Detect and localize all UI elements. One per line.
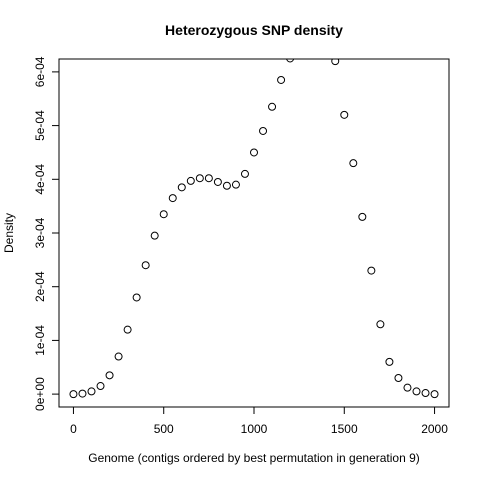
point (69, 390, 78, 399)
point (259, 126, 268, 135)
y-tick-label: 1e-04 (33, 325, 47, 356)
point (250, 148, 258, 157)
point (150, 231, 159, 240)
point (349, 159, 358, 168)
x-tick-label: 500 (154, 422, 174, 436)
point (421, 389, 430, 398)
y-tick-label: 0e+00 (33, 377, 47, 411)
point (132, 293, 141, 302)
point (213, 177, 222, 186)
point (186, 176, 195, 185)
point (286, 59, 295, 63)
point (105, 371, 114, 380)
x-tick-label: 2000 (421, 422, 448, 436)
point (367, 266, 376, 275)
point (340, 110, 349, 119)
points (69, 59, 439, 399)
point (403, 383, 412, 392)
x-tick-label: 1500 (331, 422, 358, 436)
point (358, 212, 367, 221)
point (394, 374, 403, 382)
point (159, 210, 168, 219)
y-axis-label: Density (2, 213, 16, 253)
point (412, 387, 421, 396)
point (385, 357, 394, 366)
x-tick-label: 0 (70, 422, 77, 436)
point (277, 75, 286, 84)
point (141, 261, 150, 270)
point (268, 102, 277, 111)
point (114, 352, 123, 361)
y-tick-label: 3e-04 (33, 217, 47, 248)
point (331, 59, 340, 66)
point (123, 325, 132, 334)
point (222, 181, 231, 190)
y-tick-label: 5e-04 (33, 110, 47, 141)
point (177, 183, 186, 192)
point (195, 174, 204, 183)
point (168, 194, 177, 203)
chart-title: Heterozygous SNP density (165, 22, 343, 38)
y-tick-label: 2e-04 (33, 271, 47, 302)
point (240, 169, 249, 178)
point (78, 389, 87, 398)
x-tick-label: 1000 (241, 422, 268, 436)
point (231, 180, 240, 189)
y-tick-label: 4e-04 (33, 164, 47, 195)
point (204, 174, 213, 183)
point (430, 390, 439, 399)
y-tick-label: 6e-04 (33, 56, 47, 87)
point (96, 382, 105, 391)
point (376, 320, 385, 329)
point (87, 387, 96, 396)
x-axis-label: Genome (contigs ordered by best permutat… (88, 451, 420, 465)
